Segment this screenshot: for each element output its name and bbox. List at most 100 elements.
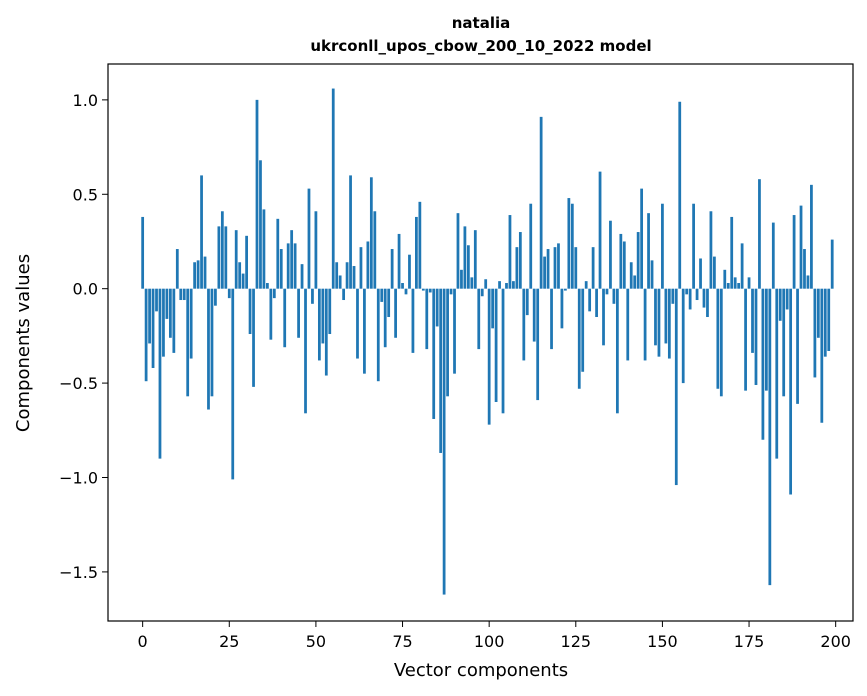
bar-4 bbox=[155, 288, 158, 312]
bar-67 bbox=[373, 211, 377, 289]
bar-177 bbox=[754, 288, 758, 385]
bar-175 bbox=[747, 277, 751, 289]
bar-17 bbox=[200, 175, 203, 289]
bar-83 bbox=[428, 288, 432, 293]
bar-31 bbox=[248, 288, 252, 335]
bar-172 bbox=[737, 283, 741, 289]
bar-26 bbox=[231, 288, 235, 480]
bar-103 bbox=[498, 281, 501, 289]
x-axis-label: Vector components bbox=[394, 660, 568, 681]
bar-131 bbox=[595, 288, 598, 318]
bar-64 bbox=[363, 288, 366, 374]
y-axis-ticks: 1.0 0.5 0.0 −0.5 −1.0 −1.5 bbox=[59, 91, 108, 582]
bar-124 bbox=[570, 203, 574, 289]
bar-153 bbox=[671, 288, 675, 304]
bar-112 bbox=[529, 203, 533, 289]
bar-114 bbox=[536, 288, 540, 401]
bar-129 bbox=[588, 288, 592, 312]
x-tick-label: 200 bbox=[820, 632, 851, 651]
bar-55 bbox=[331, 88, 335, 289]
bar-101 bbox=[491, 288, 495, 329]
bar-199 bbox=[830, 239, 834, 289]
bar-99 bbox=[484, 279, 488, 289]
bar-188 bbox=[792, 215, 796, 289]
bar-123 bbox=[567, 198, 571, 289]
plot-frame bbox=[107, 63, 854, 622]
bar-15 bbox=[193, 262, 197, 289]
bar-132 bbox=[598, 171, 602, 289]
bar-69 bbox=[380, 288, 384, 302]
bar-170 bbox=[730, 216, 734, 289]
bar-54 bbox=[328, 288, 332, 335]
bar-78 bbox=[411, 288, 415, 353]
bar-102 bbox=[494, 288, 498, 402]
bar-110 bbox=[522, 288, 526, 361]
bar-178 bbox=[758, 179, 761, 289]
bar-169 bbox=[726, 283, 730, 289]
bars-group bbox=[141, 88, 834, 595]
bar-49 bbox=[311, 288, 314, 304]
bar-113 bbox=[532, 288, 536, 342]
bar-73 bbox=[394, 288, 397, 338]
bar-11 bbox=[179, 288, 183, 301]
bar-140 bbox=[626, 288, 630, 361]
bar-127 bbox=[581, 288, 585, 372]
bar-196 bbox=[820, 288, 824, 423]
bar-162 bbox=[702, 288, 706, 308]
bar-147 bbox=[650, 260, 654, 289]
bar-82 bbox=[425, 288, 429, 350]
bar-65 bbox=[366, 241, 370, 289]
bar-57 bbox=[338, 275, 342, 289]
x-tick-label: 75 bbox=[392, 632, 412, 651]
bar-155 bbox=[678, 101, 682, 289]
bar-126 bbox=[577, 288, 581, 389]
bar-14 bbox=[189, 288, 193, 359]
y-tick-label: −1.5 bbox=[59, 563, 98, 582]
bar-117 bbox=[546, 249, 550, 289]
bar-138 bbox=[619, 233, 623, 289]
bar-135 bbox=[609, 220, 612, 289]
bar-5 bbox=[158, 288, 162, 459]
bar-89 bbox=[449, 288, 453, 295]
bar-32 bbox=[252, 288, 255, 387]
bar-76 bbox=[404, 288, 408, 295]
bar-149 bbox=[657, 288, 661, 357]
bar-189 bbox=[796, 288, 799, 404]
bar-48 bbox=[307, 188, 311, 289]
bar-22 bbox=[217, 226, 221, 289]
bar-187 bbox=[789, 288, 793, 495]
bar-96 bbox=[473, 230, 477, 289]
y-tick-label: 0.0 bbox=[73, 280, 98, 299]
bar-193 bbox=[810, 184, 813, 289]
bar-92 bbox=[460, 269, 463, 289]
bar-46 bbox=[300, 264, 304, 289]
bar-84 bbox=[432, 288, 436, 419]
bar-150 bbox=[661, 203, 664, 289]
bar-158 bbox=[688, 288, 692, 310]
bar-95 bbox=[470, 277, 474, 289]
bar-13 bbox=[186, 288, 190, 397]
bar-88 bbox=[446, 288, 449, 397]
bar-157 bbox=[685, 288, 689, 295]
bar-3 bbox=[151, 288, 155, 368]
bar-179 bbox=[761, 288, 765, 440]
bar-141 bbox=[629, 262, 633, 289]
bar-9 bbox=[172, 288, 176, 353]
bar-93 bbox=[463, 226, 467, 289]
bar-195 bbox=[816, 288, 820, 338]
bar-50 bbox=[314, 211, 318, 289]
bar-186 bbox=[785, 288, 789, 310]
x-tick-label: 150 bbox=[647, 632, 678, 651]
bar-166 bbox=[716, 288, 720, 389]
bar-44 bbox=[293, 243, 297, 289]
bar-61 bbox=[352, 266, 356, 289]
bar-181 bbox=[768, 288, 772, 586]
bar-142 bbox=[633, 275, 637, 289]
bar-136 bbox=[612, 288, 616, 304]
y-tick-label: −0.5 bbox=[59, 374, 98, 393]
bar-120 bbox=[557, 243, 560, 289]
bar-164 bbox=[709, 211, 713, 289]
bar-116 bbox=[543, 256, 546, 289]
x-tick-label: 0 bbox=[138, 632, 148, 651]
bar-2 bbox=[148, 288, 151, 344]
